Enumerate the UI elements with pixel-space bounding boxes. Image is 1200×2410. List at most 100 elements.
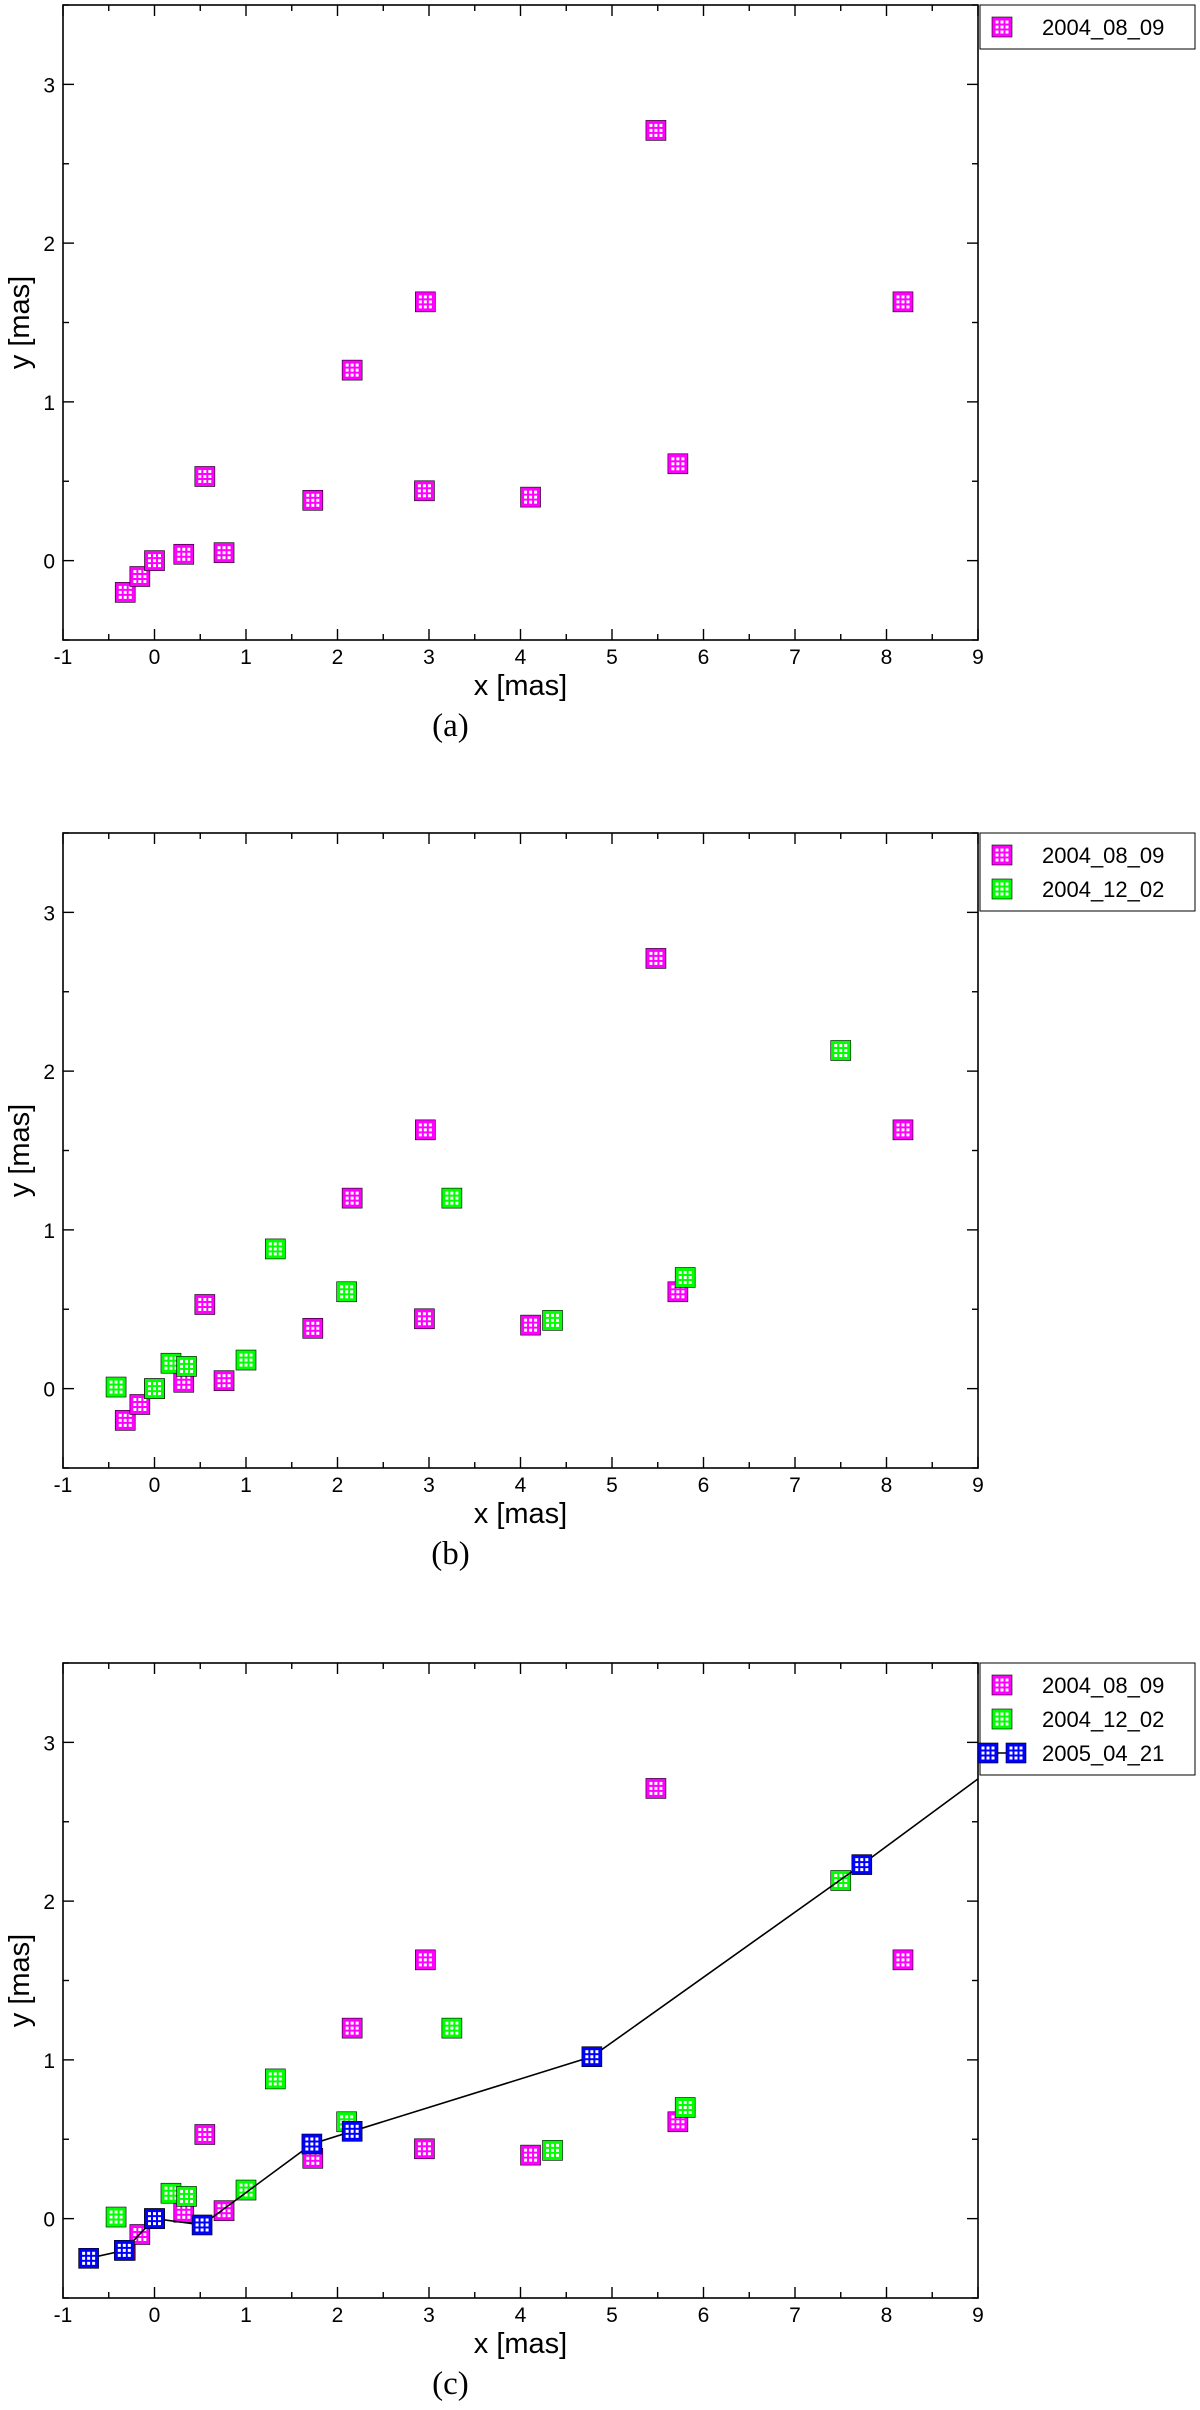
data-point-dot [227,551,231,555]
data-point-dot [244,1353,248,1357]
data-point-dot [524,500,528,504]
x-tick-label: 8 [881,2304,893,2327]
data-point-dot [345,1285,349,1289]
data-point-dot [153,564,156,568]
data-point-dot [268,1247,272,1251]
data-point-dot [423,1963,427,1967]
x-tick-label: 6 [698,1474,710,1497]
data-point-dot [585,2055,589,2059]
y-tick-label: 3 [43,1732,55,1755]
data-point-dot [143,1403,147,1406]
x-tick-label: 1 [240,646,252,669]
data-point-dot [222,556,226,560]
x-tick-label: 7 [789,2304,801,2327]
x-tick-label: 7 [789,1474,801,1497]
data-point-dot [185,2194,189,2198]
data-point-dot [417,2152,421,2156]
legend-marker-dot [995,1722,999,1726]
data-point [191,2214,213,2236]
data-point-dot [676,1295,680,1299]
data-point-dot [546,1323,550,1327]
data-point-dot [844,1048,848,1052]
data-point-dot [654,128,658,132]
data-point-dot [678,2101,682,2104]
legend-marker-dot [1005,858,1009,862]
data-point-dot [896,1128,900,1132]
y-tick-label: 2 [43,233,55,256]
legend-marker-dot [986,1746,990,1750]
data-point-dot [203,2137,207,2141]
data-point-dot [649,128,653,132]
legend-label: 2004_08_09 [1042,843,1164,868]
data-point-dot [273,2077,277,2081]
data-point-dot [227,546,231,550]
data-point-dot [676,462,680,466]
data-point-dot [524,2158,528,2162]
data-point-dot [190,2199,194,2203]
data-point-dot [119,1385,123,1389]
data-point [264,2068,286,2090]
data-point-dot [896,295,900,299]
data-point-dot [556,1318,560,1322]
data-point-dot [177,1385,181,1389]
data-point-dot [306,2161,310,2165]
data-point-dot [844,1053,848,1057]
data-point-dot [350,1201,354,1205]
data-point-dot [417,2142,421,2146]
data-point-dot [114,2210,118,2214]
data-point-dot [185,2199,189,2203]
data-point [441,1187,463,1209]
data-point-dot [222,1379,226,1383]
data-point-dot [427,1322,431,1326]
data-point-dot [148,2212,151,2216]
data-point-dot [417,1322,421,1326]
data-point-dot [123,595,127,599]
data-point-dot [143,1408,147,1411]
data-point-dot [649,951,653,955]
data-point-dot [316,503,320,507]
data-point-dot [546,2148,550,2152]
data-point-dot [169,2191,173,2195]
data-point-dot [546,2153,550,2157]
data-point-dot [345,373,349,377]
data-point-dot [529,495,533,499]
chart-panel-1: -1 0 1 2 3 4 5 6 7 8 9 0 1 2 3 x [mas] y [mas] (a) 2004_08… [4,4,1196,744]
data-point [114,1410,136,1431]
data-point-dot [118,1413,122,1417]
data-point-dot [123,1413,127,1417]
data-point-dot [683,1276,687,1279]
x-tick-label: 4 [515,646,527,669]
data-point-dot [174,2191,178,2195]
data-point-dot [355,2021,359,2025]
data-point-dot [198,1297,202,1301]
data-point-dot [427,494,431,498]
data-point-dot [153,2212,156,2216]
legend-marker [991,878,1013,900]
data-point-dot [551,1313,555,1317]
legend-marker-dot [1009,1751,1013,1755]
plot-frame [62,1662,979,2299]
data-point-dot [340,2125,344,2129]
data-point-dot [906,1953,910,1957]
data-point-dot [345,2026,349,2030]
legend-marker-dot [995,1717,999,1721]
x-tick-label: 2 [332,2304,344,2327]
data-point-dot [123,1423,127,1427]
data-point-dot [310,2137,314,2141]
data-point-dot [355,373,359,377]
x-tick-label: 3 [423,2304,435,2327]
data-point-dot [123,590,127,594]
data-point-dot [153,1382,156,1386]
data-point-dot [534,2148,538,2152]
data-point-dot [649,133,653,137]
data-point-dot [350,2026,354,2030]
data-point-dot [649,956,653,960]
legend-marker-dot [1005,887,1009,891]
data-point-dot [268,2077,272,2081]
legend-marker-dot [1000,30,1004,34]
data-point [414,1308,435,1330]
data-point-dot [450,1196,454,1200]
data-point-dot [834,1873,838,1877]
data-point [160,1352,182,1374]
